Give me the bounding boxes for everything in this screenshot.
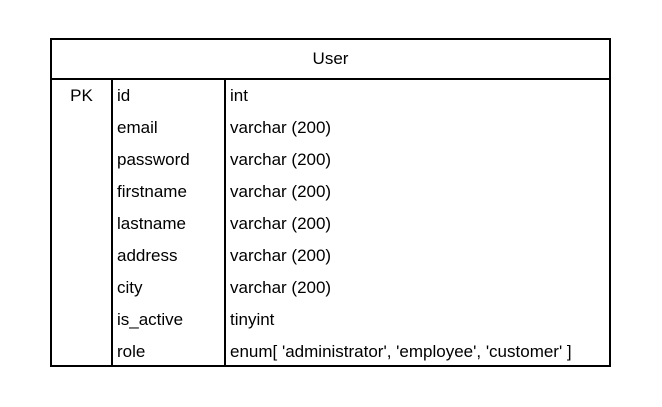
attribute-name: address xyxy=(117,246,178,265)
attribute-name: city xyxy=(117,278,143,297)
attribute-row-email: email varchar (200) xyxy=(52,112,609,144)
attribute-row-lastname: lastname varchar (200) xyxy=(52,208,609,240)
attribute-row-is-active: is_active tinyint xyxy=(52,304,609,336)
name-column-divider xyxy=(224,80,226,365)
attribute-row-id: PK id int xyxy=(52,80,609,112)
attribute-type: varchar (200) xyxy=(230,150,332,169)
user-entity-table: User PK id int email varchar (200) passw… xyxy=(50,38,611,367)
attribute-type: varchar (200) xyxy=(230,246,332,265)
attribute-name: password xyxy=(117,150,190,169)
attribute-type: enum[ 'administrator', 'employee', 'cust… xyxy=(230,342,572,361)
attribute-name: email xyxy=(117,118,158,137)
attribute-type: tinyint xyxy=(230,310,275,329)
attribute-name: firstname xyxy=(117,182,187,201)
attribute-rows: PK id int email varchar (200) password v… xyxy=(52,80,609,368)
key-cell: PK xyxy=(70,86,93,105)
attribute-type: varchar (200) xyxy=(230,118,332,137)
attribute-name: lastname xyxy=(117,214,186,233)
key-column-divider xyxy=(111,80,113,365)
attribute-row-city: city varchar (200) xyxy=(52,272,609,304)
attribute-row-password: password varchar (200) xyxy=(52,144,609,176)
entity-title: User xyxy=(52,40,609,80)
attribute-type: varchar (200) xyxy=(230,182,332,201)
attribute-type: varchar (200) xyxy=(230,278,332,297)
attribute-name: is_active xyxy=(117,310,184,329)
attribute-name: role xyxy=(117,342,146,361)
attribute-type: int xyxy=(230,86,248,105)
attribute-type: varchar (200) xyxy=(230,214,332,233)
attribute-row-address: address varchar (200) xyxy=(52,240,609,272)
attribute-name: id xyxy=(117,86,131,105)
attribute-row-firstname: firstname varchar (200) xyxy=(52,176,609,208)
attribute-row-role: role enum[ 'administrator', 'employee', … xyxy=(52,336,609,368)
